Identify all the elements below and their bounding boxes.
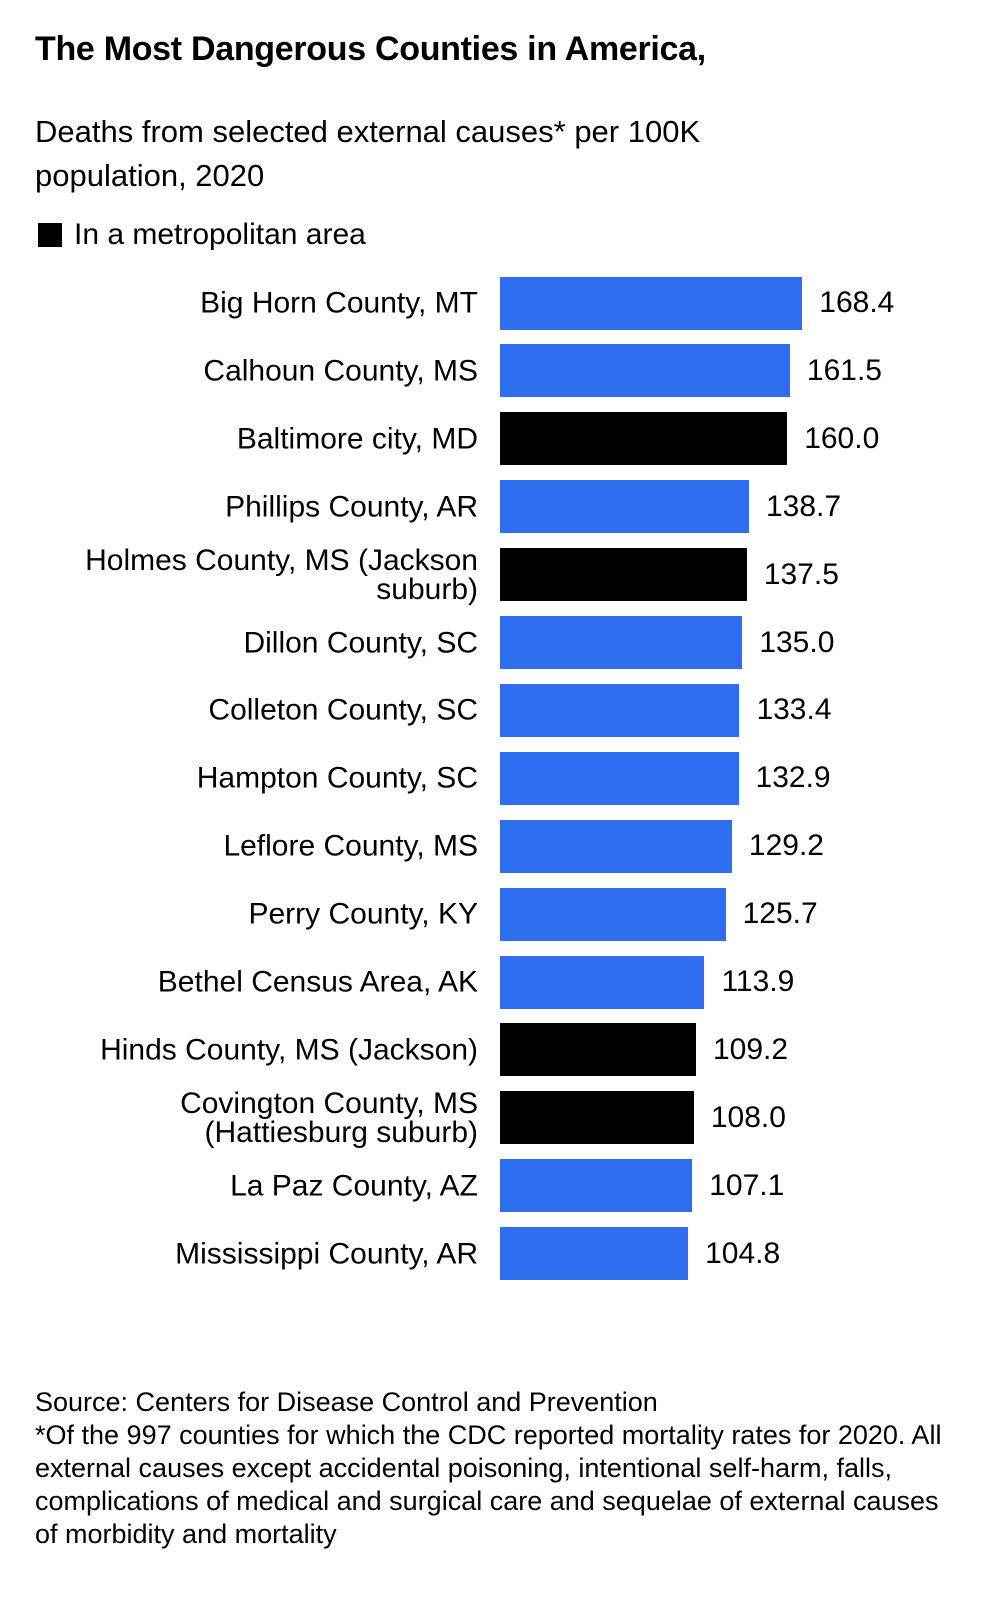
footnote: *Of the 997 counties for which the CDC r… [35,1420,942,1549]
legend-swatch [38,223,62,247]
legend-label: In a metropolitan area [74,218,366,251]
footer: Source: Centers for Disease Control and … [35,1386,945,1551]
value-label: 113.9 [721,965,795,998]
value-label: 104.8 [705,1236,781,1270]
value-label: 135.0 [759,625,835,659]
category-label: Dillon County, SC [243,626,478,659]
bar [500,887,726,941]
category-label: Baltimore city, MD [236,422,478,456]
value-label: 107.1 [709,1168,785,1202]
source: Source: Centers for Disease Control and … [35,1387,658,1417]
category-label: Hampton County, SC [196,761,478,795]
value-label: 108.0 [710,1100,786,1134]
bar [500,1159,693,1213]
bar [500,1023,696,1077]
value-label: 138.7 [765,489,842,523]
value-label: 109.2 [713,1032,789,1066]
category-label: Perry County, KY [248,897,478,931]
category-label: Holmes County, MS (Jackson suburb) [85,543,478,606]
bar [500,819,732,873]
category-label: Calhoun County, MS [203,354,478,388]
category-label: Bethel Census Area, AK [157,965,478,999]
value-label: 129.2 [748,829,824,863]
category-label: Phillips County, AR [225,490,478,524]
category-label: Covington County, MS (Hattiesburg suburb… [180,1086,478,1149]
value-label: 125.7 [742,897,818,931]
bar [500,480,749,534]
bar [500,412,788,466]
bar [500,1091,694,1145]
bar [500,683,740,737]
chart-subtitle: Deaths from selected external causes* pe… [35,114,701,193]
bar [500,955,705,1009]
value-label: 132.9 [755,761,831,795]
value-label: 137.5 [763,557,839,591]
value-label: 160.0 [804,421,880,455]
bar [500,344,790,398]
bar [500,751,739,805]
value-label: 168.4 [819,286,895,319]
category-label: Big Horn County, MT [200,286,478,320]
chart-title: The Most Dangerous Counties in America, [35,30,706,68]
category-label: Leflore County, MS [223,829,478,863]
value-label: 161.5 [806,353,882,387]
legend: In a metropolitan area [38,218,366,252]
bar [500,1227,689,1281]
value-label: 133.4 [756,693,832,727]
category-label: Hinds County, MS (Jackson) [100,1033,478,1067]
bar [500,548,747,602]
bar [500,276,803,330]
category-label: La Paz County, AZ [230,1169,478,1203]
bar [500,616,743,669]
category-label: Mississippi County, AR [175,1237,478,1271]
category-label: Colleton County, SC [208,693,478,727]
